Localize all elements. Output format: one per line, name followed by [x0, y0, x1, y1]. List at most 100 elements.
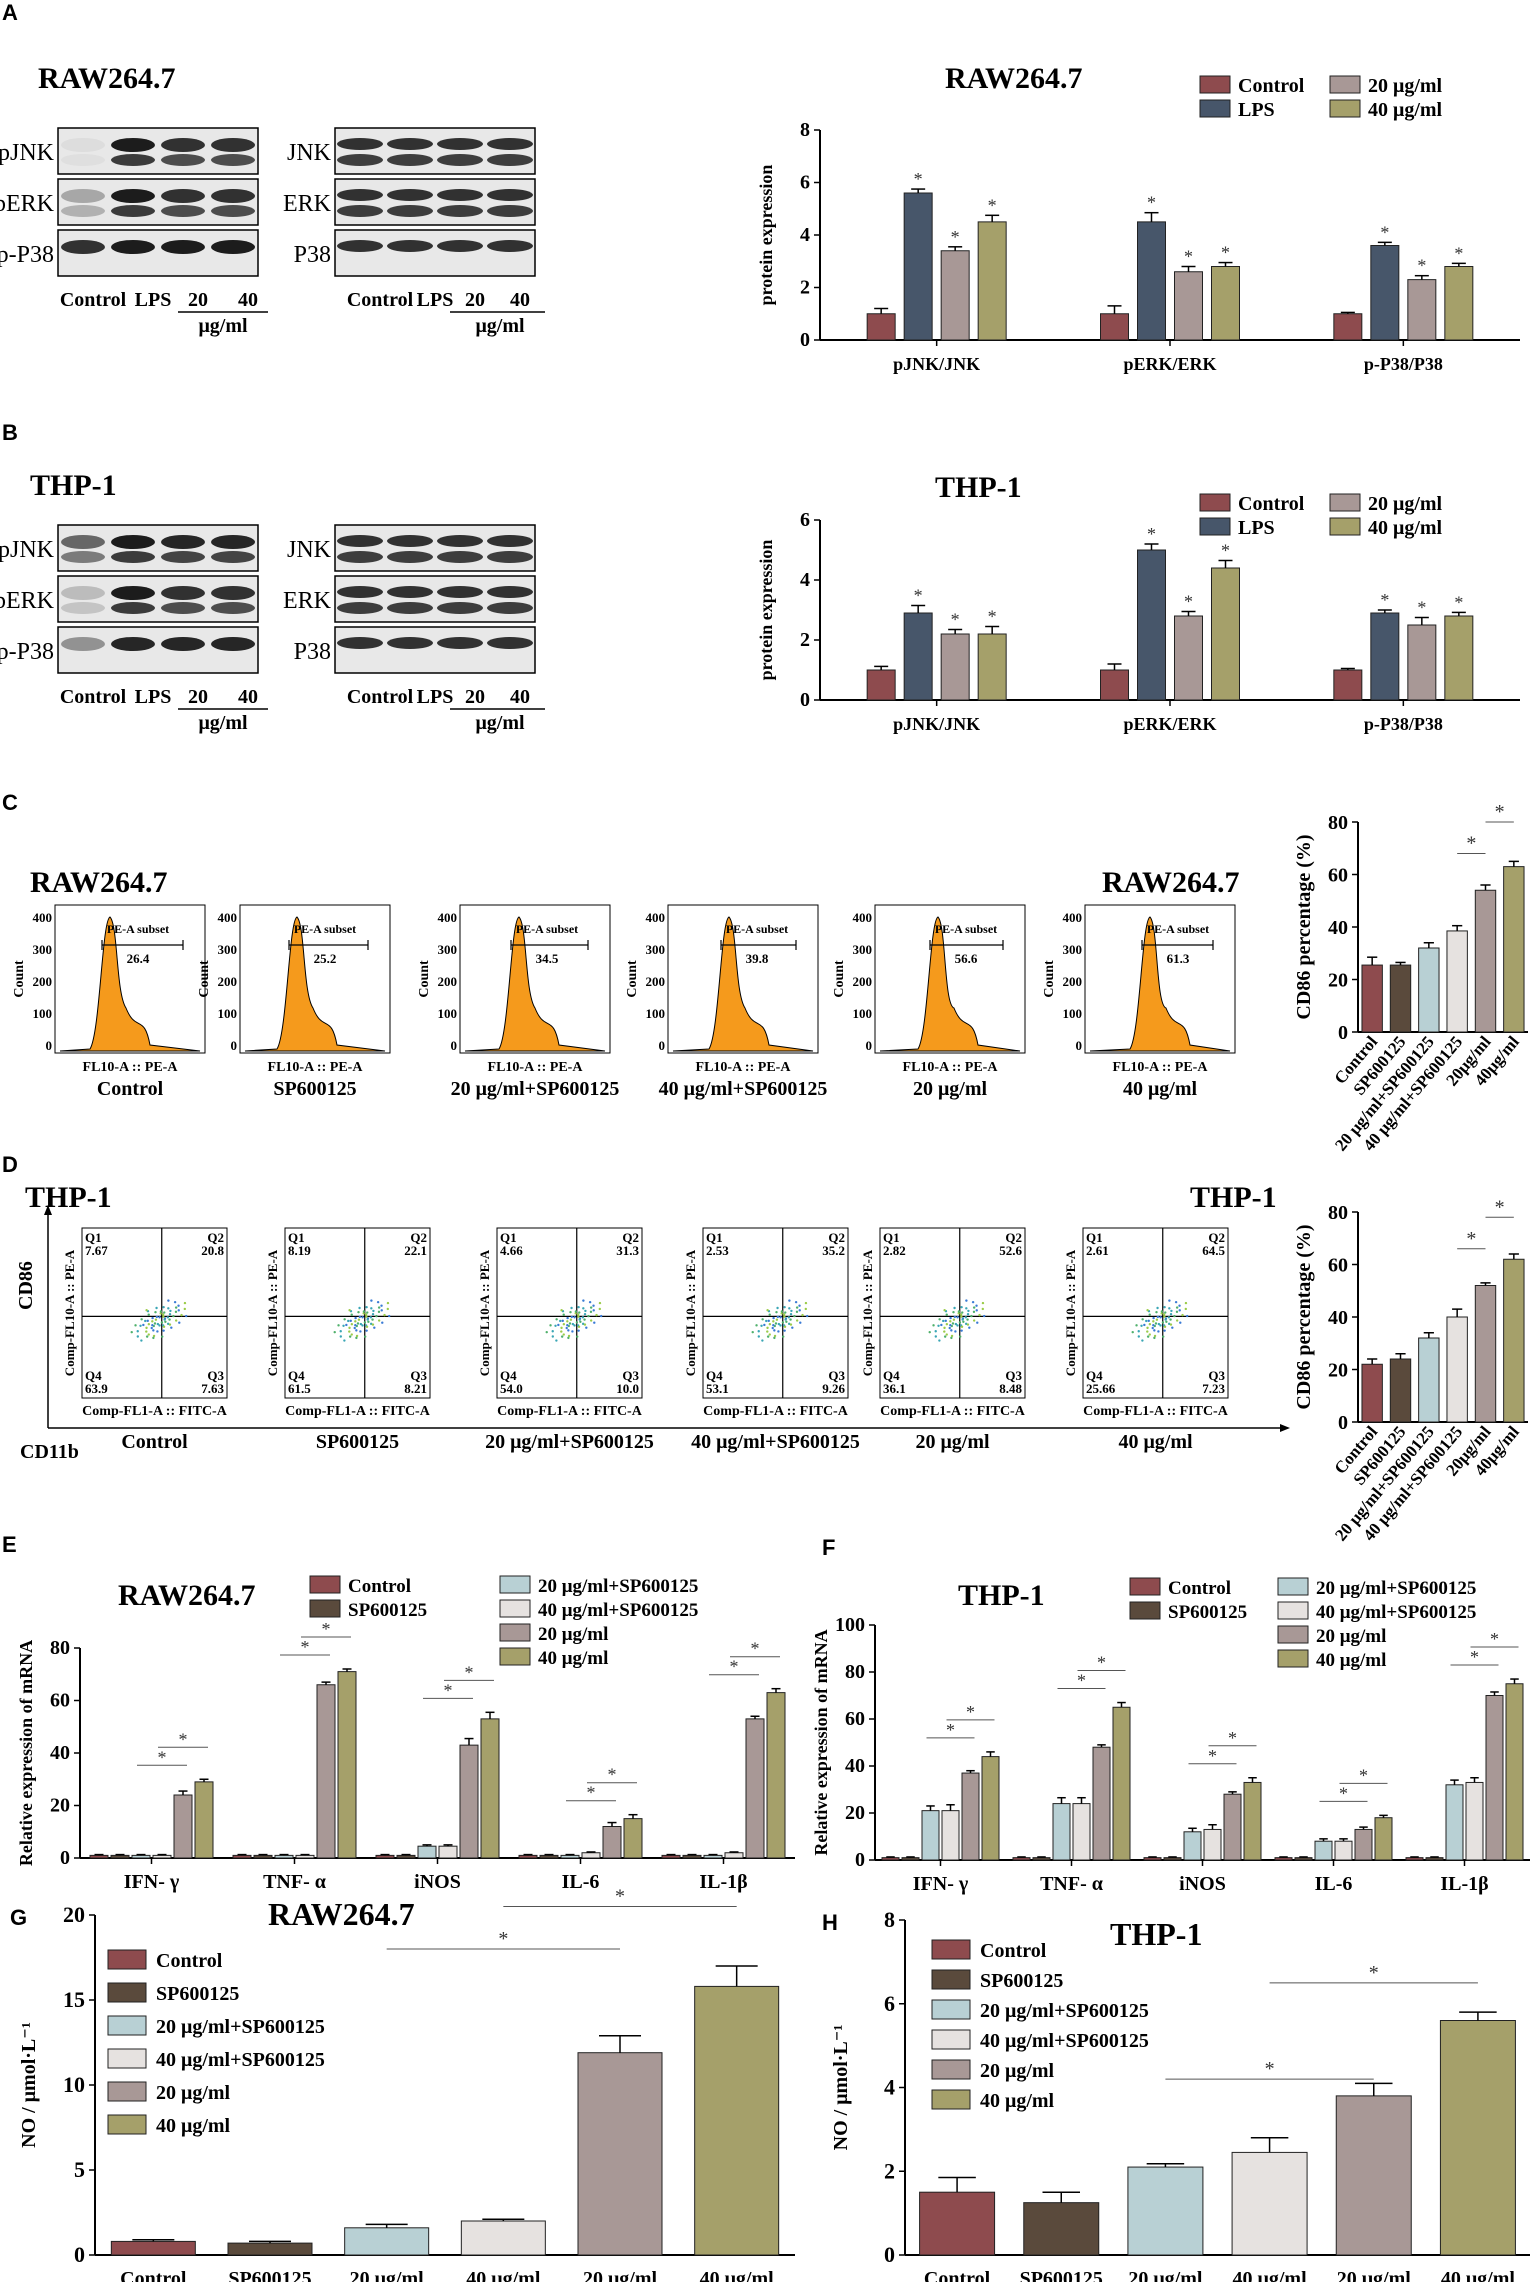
blot-band [211, 189, 255, 203]
y-axis-label: CD86 percentage (%) [1293, 1224, 1315, 1409]
x-tick-label: 20 μg/ml [350, 2268, 425, 2282]
quadrant-value: 63.9 [85, 1381, 108, 1396]
dotplot-dot [957, 1310, 961, 1313]
quadrant-value: 54.0 [500, 1381, 523, 1396]
significance-star: * [1380, 590, 1389, 610]
significance-star: * [914, 586, 923, 606]
dotplot-dot [147, 1323, 151, 1326]
bar [316, 1684, 336, 1859]
dotplot-dot [562, 1333, 565, 1336]
y-tick-label: 20 [845, 1802, 865, 1824]
significance-star: * [498, 1928, 508, 1950]
blot-band [211, 154, 255, 166]
quadrant-value: 36.1 [883, 1381, 906, 1396]
hist-y-tick: 400 [646, 910, 666, 925]
dotplot-dot [775, 1318, 779, 1321]
blot-label: ERK [283, 191, 332, 217]
dotplot-x-label: Comp-FL1-A :: FITC-A [1083, 1404, 1229, 1419]
dotplot-dot [773, 1334, 777, 1338]
dotplot-dot [567, 1336, 570, 1340]
blot-band [437, 551, 483, 563]
histogram-curve [244, 916, 386, 1052]
y-tick-label: 80 [50, 1637, 70, 1659]
quadrant-value: 52.6 [999, 1243, 1022, 1258]
dotplot-dot [1178, 1309, 1181, 1312]
dotplot-dot [160, 1321, 164, 1324]
bar [1505, 1683, 1524, 1861]
y-tick-label: 0 [884, 2242, 895, 2267]
dotplot-dot [140, 1339, 143, 1342]
lane-label: 20 [465, 289, 485, 311]
blot-band [161, 602, 205, 614]
blot-band [61, 551, 105, 563]
legend-label: 20 μg/ml+SP600125 [156, 2016, 325, 2038]
dotplot-dot [761, 1339, 764, 1342]
dotplot-dot [358, 1315, 362, 1319]
significance-star: * [1466, 1228, 1476, 1250]
dotplot-dot [560, 1308, 563, 1312]
dotplot-dot [783, 1315, 786, 1318]
quadrant-label: Q2 [1005, 1230, 1022, 1245]
legend-swatch [931, 1939, 971, 1960]
dotplot-dot [555, 1318, 558, 1321]
quadrant-value: 2.82 [883, 1243, 906, 1258]
panel-b-title: THP-1 [30, 469, 117, 502]
dotplot-dot [1181, 1313, 1184, 1317]
quadrant-value: 8.21 [404, 1381, 427, 1396]
dotplot-dot [981, 1301, 985, 1305]
quadrant-value: 22.1 [404, 1243, 427, 1258]
dotplot-dot [595, 1313, 598, 1317]
dotplot-dot [363, 1321, 367, 1324]
blot-label: pERK [0, 191, 55, 217]
dotplot-dot [156, 1322, 160, 1326]
quadrant-value: 9.26 [822, 1381, 845, 1396]
lane-label: 20 [188, 686, 208, 708]
dotplot-dot [183, 1301, 187, 1305]
dotplot-dot [589, 1319, 593, 1322]
legend-swatch [1199, 75, 1231, 94]
dotplot-dot [178, 1321, 181, 1324]
quadrant-value: 2.53 [706, 1243, 729, 1258]
dotplot-dot [1148, 1313, 1151, 1316]
bar [1334, 1840, 1353, 1861]
dotplot-dot [582, 1299, 585, 1302]
dotplot-condition-label: 40 μg/ml [1118, 1431, 1193, 1453]
dotplot-y-label: Comp-FL10-A :: PE-A [62, 1249, 77, 1376]
dotplot-dot [784, 1311, 787, 1314]
bar [344, 2227, 430, 2256]
panel-c-title-left: RAW264.7 [30, 866, 168, 899]
dotplot-dot [1165, 1320, 1168, 1323]
bar [152, 1854, 172, 1859]
bar [1174, 615, 1203, 701]
dotplot-dot [162, 1315, 165, 1318]
dotplot-dot [777, 1322, 781, 1326]
y-tick-label: 20 [1328, 970, 1348, 992]
legend-swatch [107, 2048, 147, 2069]
bar [232, 1854, 252, 1859]
dotplot-dot [570, 1306, 573, 1310]
dotplot-dot [588, 1300, 592, 1304]
y-tick-label: 15 [63, 1987, 85, 2012]
dotplot-dot [972, 1306, 976, 1309]
bar [110, 2240, 196, 2256]
dotplot-dot [1184, 1301, 1188, 1305]
y-axis-label: Relative expression of mRNA [16, 1640, 36, 1866]
dotplot-dot [785, 1320, 788, 1323]
chart-b: 0 2 4 6 protein expression pJNK/JNK * * * pERK/ER… [756, 471, 1520, 734]
dotplot-dot [593, 1321, 596, 1324]
blot-band [337, 240, 383, 252]
dotplot-dot [177, 1309, 180, 1312]
blot-band [437, 586, 483, 598]
y-tick-label: 4 [884, 2075, 895, 2100]
dotplot-dot [163, 1318, 166, 1321]
dotplot-y-label: Comp-FL10-A :: PE-A [1063, 1249, 1078, 1376]
blot-band [111, 240, 155, 254]
significance-star: * [1369, 1962, 1379, 1984]
legend-swatch [931, 2059, 971, 2080]
quadrant-value: 7.63 [201, 1381, 224, 1396]
legend-label: 40 μg/ml+SP600125 [538, 1600, 698, 1621]
hist-y-tick: 400 [218, 910, 238, 925]
dotplot-dot [950, 1329, 953, 1332]
